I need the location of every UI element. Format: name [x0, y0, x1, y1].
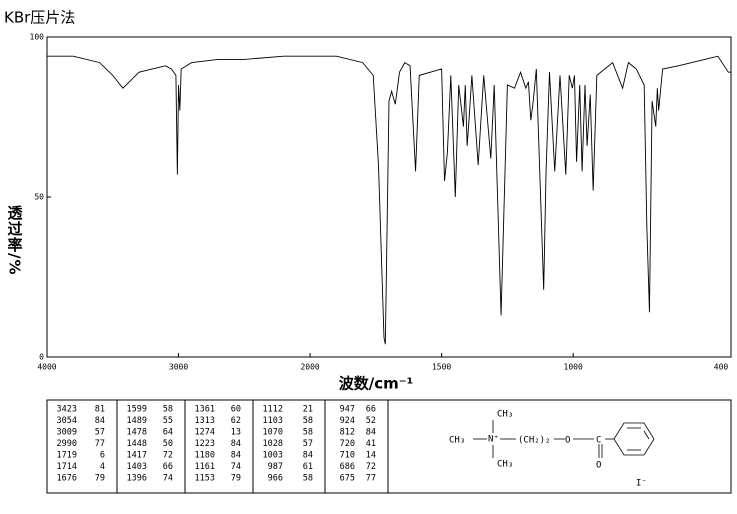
peak-transmittance: 55 [163, 416, 173, 426]
peak-wavenumber: 1274 [195, 428, 215, 438]
y-tick-label: 0 [39, 353, 44, 362]
spectrum-line [47, 55, 731, 345]
peak-transmittance: 74 [231, 462, 241, 472]
nitrogen: N⁺ [488, 435, 499, 445]
x-tick-label: 1500 [432, 363, 451, 372]
peak-transmittance: 41 [366, 439, 376, 449]
x-axis-label: 波数/cm⁻¹ [339, 375, 414, 393]
peak-transmittance: 66 [366, 405, 376, 415]
peak-transmittance: 84 [303, 451, 313, 461]
peak-wavenumber: 1489 [127, 416, 147, 426]
peak-transmittance: 58 [303, 428, 313, 438]
peak-transmittance: 58 [163, 405, 173, 415]
peak-transmittance: 57 [95, 428, 105, 438]
peak-transmittance: 14 [366, 451, 376, 461]
methyl: CH₃ [497, 410, 513, 420]
peak-wavenumber: 1478 [127, 428, 147, 438]
peak-transmittance: 72 [366, 462, 376, 472]
peak-wavenumber: 1223 [195, 439, 215, 449]
peak-transmittance: 84 [366, 428, 376, 438]
peak-transmittance: 77 [366, 474, 376, 484]
peak-wavenumber: 675 [340, 474, 355, 484]
chart-title: KBr压片法 [4, 9, 75, 27]
y-tick-label: 50 [34, 193, 44, 202]
peak-wavenumber: 1313 [195, 416, 215, 426]
peak-transmittance: 58 [303, 416, 313, 426]
peak-wavenumber: 720 [340, 439, 355, 449]
y-tick-label: 100 [30, 33, 45, 42]
peak-wavenumber: 710 [340, 451, 355, 461]
peak-transmittance: 79 [95, 474, 105, 484]
peak-wavenumber: 1448 [127, 439, 147, 449]
ester-oxygen: O [565, 436, 570, 446]
counterion: I⁻ [636, 479, 647, 489]
peak-wavenumber: 966 [268, 474, 283, 484]
peak-wavenumber: 1153 [195, 474, 215, 484]
peak-transmittance: 52 [366, 416, 376, 426]
y-axis-label: 透过率/% [6, 205, 24, 276]
peak-transmittance: 79 [231, 474, 241, 484]
plot-frame [46, 36, 732, 358]
methyl: CH₃ [497, 460, 513, 470]
peak-wavenumber: 1103 [263, 416, 283, 426]
peak-transmittance: 6 [100, 451, 105, 461]
peak-transmittance: 72 [163, 451, 173, 461]
peak-wavenumber: 1676 [57, 474, 77, 484]
x-tick-label: 4000 [37, 363, 56, 372]
peak-wavenumber: 1003 [263, 451, 283, 461]
peak-wavenumber: 686 [340, 462, 355, 472]
x-tick-label: 2000 [300, 363, 319, 372]
peak-wavenumber: 1417 [127, 451, 147, 461]
peak-wavenumber: 947 [340, 405, 355, 415]
x-tick-label: 400 [714, 363, 729, 372]
peak-transmittance: 50 [163, 439, 173, 449]
peak-wavenumber: 3009 [57, 428, 77, 438]
peak-wavenumber: 1112 [263, 405, 283, 415]
peak-wavenumber: 1714 [57, 462, 77, 472]
structure-bonds [473, 420, 655, 458]
peak-transmittance: 58 [303, 474, 313, 484]
peak-transmittance: 13 [231, 428, 241, 438]
peak-transmittance: 84 [231, 439, 241, 449]
peak-transmittance: 84 [231, 451, 241, 461]
peak-transmittance: 74 [163, 474, 173, 484]
peak-wavenumber: 1396 [127, 474, 147, 484]
peak-wavenumber: 1028 [263, 439, 283, 449]
peak-wavenumber: 1599 [127, 405, 147, 415]
peak-transmittance: 4 [100, 462, 105, 472]
peak-transmittance: 57 [303, 439, 313, 449]
peak-wavenumber: 812 [340, 428, 355, 438]
peak-transmittance: 64 [163, 428, 173, 438]
peak-transmittance: 62 [231, 416, 241, 426]
peak-transmittance: 66 [163, 462, 173, 472]
peak-wavenumber: 924 [340, 416, 355, 426]
peak-wavenumber: 2990 [57, 439, 77, 449]
peak-transmittance: 84 [95, 416, 105, 426]
peak-transmittance: 77 [95, 439, 105, 449]
x-tick-label: 3000 [169, 363, 188, 372]
chain: (CH₂)₂ [518, 436, 551, 446]
peak-wavenumber: 1403 [127, 462, 147, 472]
methyl: CH₃ [449, 436, 465, 446]
peak-wavenumber: 3054 [57, 416, 77, 426]
peak-wavenumber: 1719 [57, 451, 77, 461]
x-tick-label: 1000 [564, 363, 583, 372]
peak-wavenumber: 1180 [195, 451, 215, 461]
peak-wavenumber: 1161 [195, 462, 215, 472]
peak-wavenumber: 1361 [195, 405, 215, 415]
peak-wavenumber: 1070 [263, 428, 283, 438]
carbonyl-oxygen: O [596, 461, 601, 471]
peak-transmittance: 60 [231, 405, 241, 415]
peak-wavenumber: 987 [268, 462, 283, 472]
peak-transmittance: 81 [95, 405, 105, 415]
carbonyl-carbon: C [596, 436, 601, 446]
peak-transmittance: 61 [303, 462, 313, 472]
peak-transmittance: 21 [303, 405, 313, 415]
peak-wavenumber: 3423 [57, 405, 77, 415]
table-frame [46, 399, 732, 494]
